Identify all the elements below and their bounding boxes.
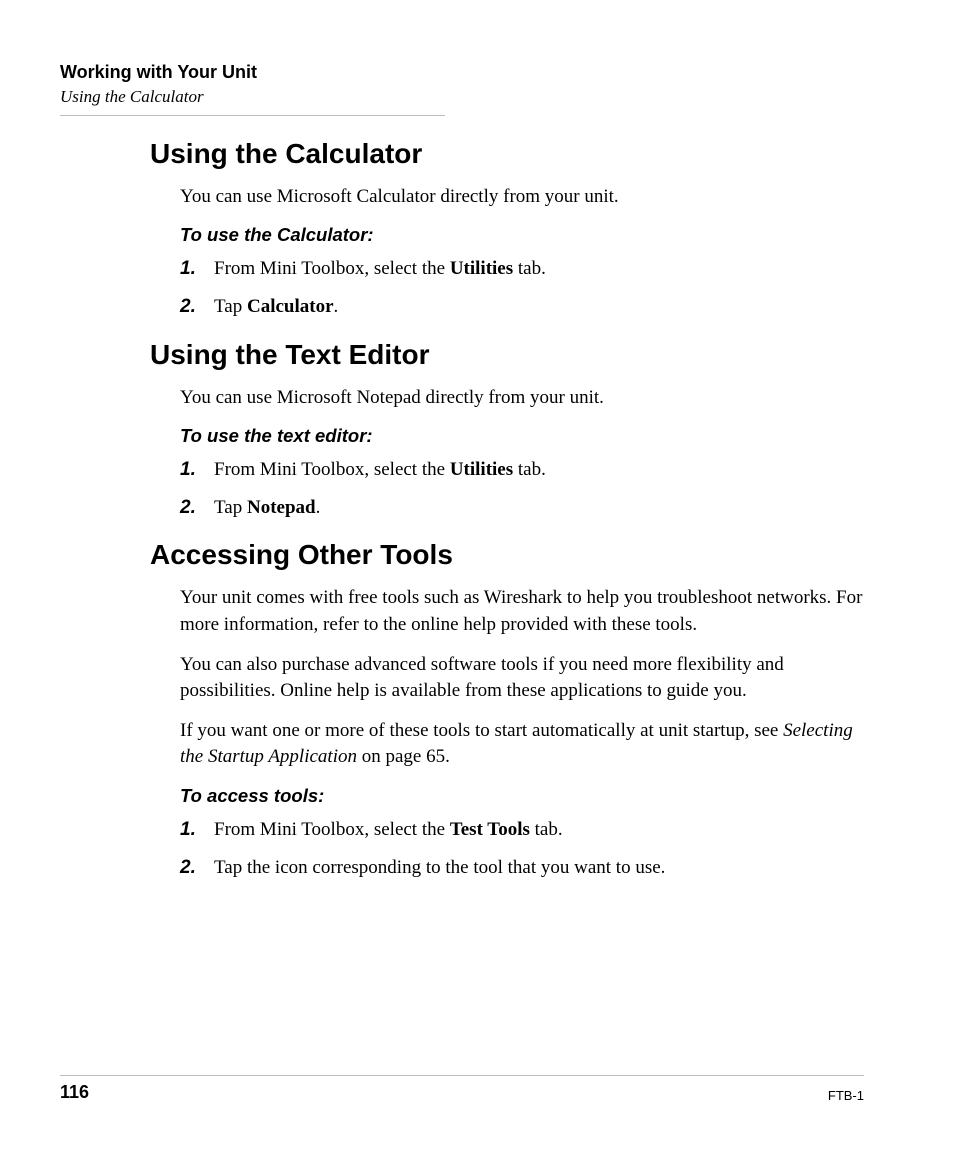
header-rule [60,115,445,116]
calc-intro: You can use Microsoft Calculator directl… [180,184,864,210]
calc-step-1: 1. From Mini Toolbox, select the Utiliti… [180,256,864,282]
step-number: 1. [180,817,214,843]
step-number: 2. [180,495,214,521]
step-text: Tap the icon corresponding to the tool t… [214,855,864,881]
editor-step-2: 2. Tap Notepad. [180,495,864,521]
editor-subhead: To use the text editor: [180,425,864,447]
step-number: 1. [180,457,214,483]
tools-subhead: To access tools: [180,785,864,807]
step-text: From Mini Toolbox, select the Test Tools… [214,817,864,843]
page-number: 116 [60,1082,89,1103]
document-id: FTB-1 [828,1088,864,1103]
tools-step-2: 2. Tap the icon corresponding to the too… [180,855,864,881]
heading-text-editor: Using the Text Editor [150,339,864,371]
calc-step-2: 2. Tap Calculator. [180,294,864,320]
step-number: 1. [180,256,214,282]
tools-step-1: 1. From Mini Toolbox, select the Test To… [180,817,864,843]
calc-subhead: To use the Calculator: [180,224,864,246]
running-head: Working with Your Unit Using the Calcula… [60,62,864,107]
tools-para-3: If you want one or more of these tools t… [180,718,864,770]
step-text: From Mini Toolbox, select the Utilities … [214,457,864,483]
page: Working with Your Unit Using the Calcula… [0,0,954,1159]
step-text: From Mini Toolbox, select the Utilities … [214,256,864,282]
heading-calculator: Using the Calculator [150,138,864,170]
heading-other-tools: Accessing Other Tools [150,539,864,571]
page-footer: 116 FTB-1 [60,1075,864,1103]
tools-para-1: Your unit comes with free tools such as … [180,585,864,637]
step-number: 2. [180,855,214,881]
tools-para-2: You can also purchase advanced software … [180,652,864,704]
step-number: 2. [180,294,214,320]
editor-intro: You can use Microsoft Notepad directly f… [180,385,864,411]
step-text: Tap Notepad. [214,495,864,521]
editor-step-1: 1. From Mini Toolbox, select the Utiliti… [180,457,864,483]
section-title: Using the Calculator [60,87,864,107]
step-text: Tap Calculator. [214,294,864,320]
chapter-title: Working with Your Unit [60,62,864,83]
